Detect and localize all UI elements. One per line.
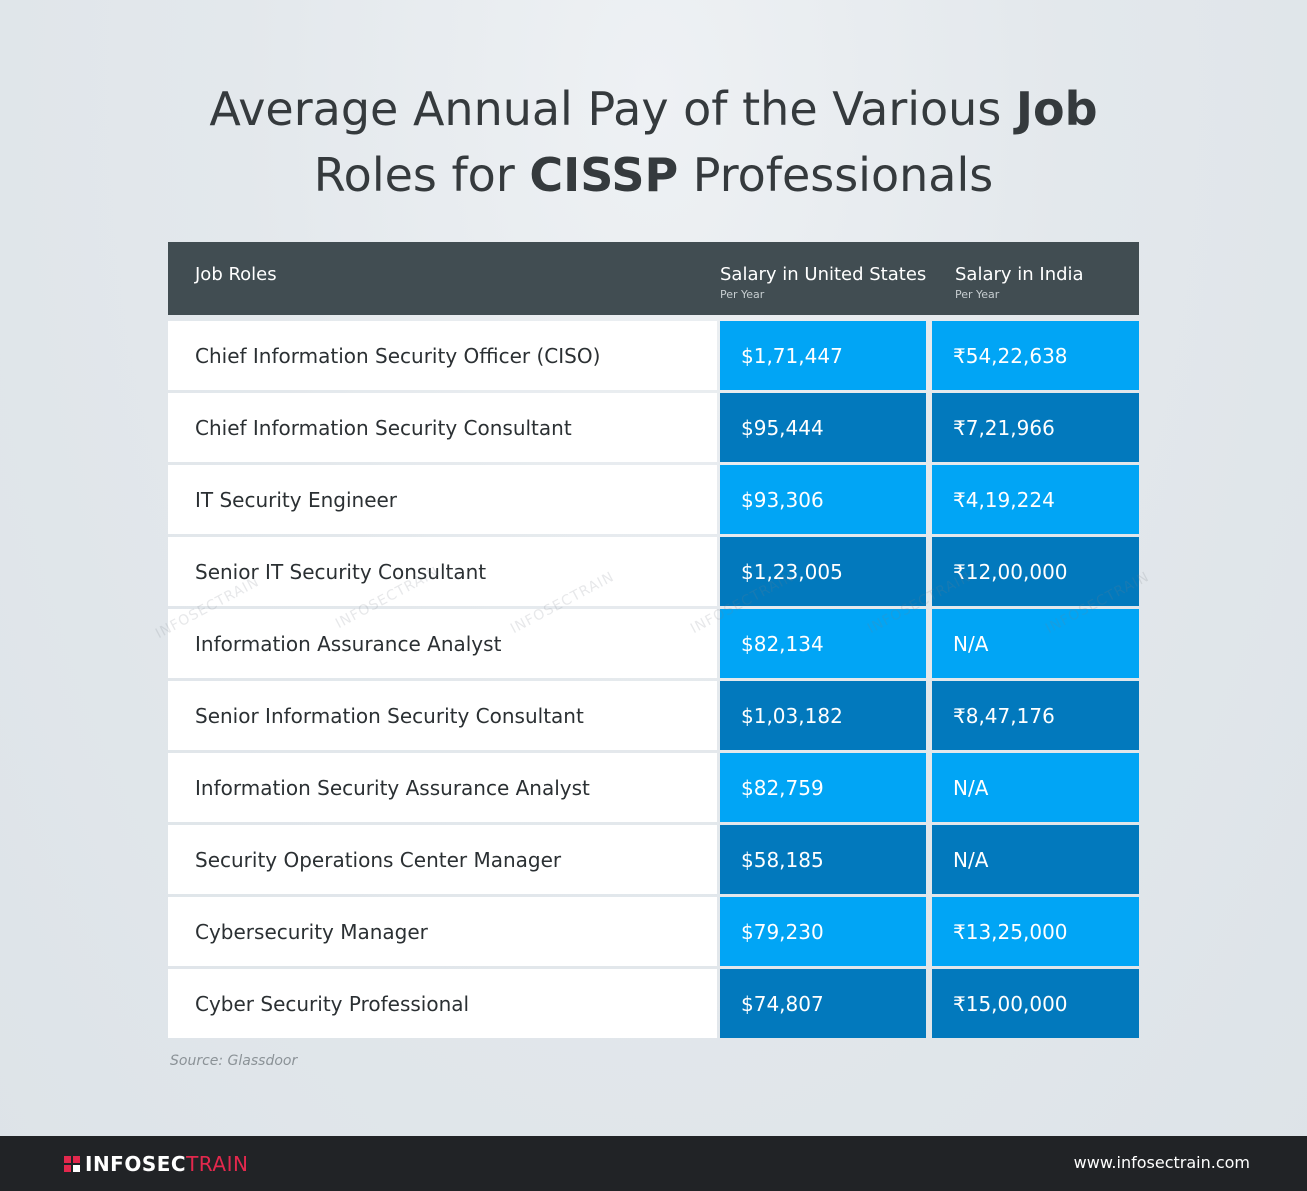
salary-us-cell: $82,134 bbox=[720, 609, 926, 678]
salary-us-cell: $58,185 bbox=[720, 825, 926, 894]
salary-us-cell: $79,230 bbox=[720, 897, 926, 966]
role-cell: Information Security Assurance Analyst bbox=[168, 753, 717, 822]
role-cell: Senior Information Security Consultant bbox=[168, 681, 717, 750]
role-cell: IT Security Engineer bbox=[168, 465, 717, 534]
role-cell: Senior IT Security Consultant bbox=[168, 537, 717, 606]
salary-india-cell: N/A bbox=[932, 825, 1139, 894]
role-cell: Chief Information Security Officer (CISO… bbox=[168, 321, 717, 390]
role-cell: Cybersecurity Manager bbox=[168, 897, 717, 966]
table-header: Job Roles Salary in United States Per Ye… bbox=[168, 242, 1139, 315]
logo-squares-icon bbox=[64, 1156, 80, 1172]
footer: INFOSEC TRAIN www.infosectrain.com bbox=[0, 1136, 1307, 1191]
page-title: Average Annual Pay of the Various Job Ro… bbox=[0, 76, 1307, 208]
source-note: Source: Glassdoor bbox=[170, 1053, 298, 1069]
salary-india-cell: ₹13,25,000 bbox=[932, 897, 1139, 966]
header-sublabel: Per Year bbox=[955, 288, 1000, 301]
role-cell: Security Operations Center Manager bbox=[168, 825, 717, 894]
header-sublabel: Per Year bbox=[720, 288, 765, 301]
salary-india-cell: ₹15,00,000 bbox=[932, 969, 1139, 1038]
salary-india-cell: N/A bbox=[932, 753, 1139, 822]
salary-us-cell: $82,759 bbox=[720, 753, 926, 822]
role-cell: Chief Information Security Consultant bbox=[168, 393, 717, 462]
logo-text-infosec: INFOSEC bbox=[85, 1152, 187, 1176]
role-cell: Cyber Security Professional bbox=[168, 969, 717, 1038]
header-label: Salary in United States bbox=[720, 264, 927, 285]
salary-us-cell: $95,444 bbox=[720, 393, 926, 462]
table-row: Information Security Assurance Analyst $… bbox=[168, 753, 1139, 822]
salary-india-cell: ₹8,47,176 bbox=[932, 681, 1139, 750]
salary-india-cell: ₹54,22,638 bbox=[932, 321, 1139, 390]
salary-us-cell: $93,306 bbox=[720, 465, 926, 534]
table-row: Chief Information Security Consultant $9… bbox=[168, 393, 1139, 462]
website-link[interactable]: www.infosectrain.com bbox=[1073, 1153, 1250, 1172]
salary-us-cell: $1,71,447 bbox=[720, 321, 926, 390]
title-line-2: Roles for CISSP Professionals bbox=[0, 142, 1307, 208]
table-row: Security Operations Center Manager $58,1… bbox=[168, 825, 1139, 894]
table-row: Information Assurance Analyst $82,134 N/… bbox=[168, 609, 1139, 678]
header-label: Salary in India bbox=[955, 264, 1084, 285]
table-row: Chief Information Security Officer (CISO… bbox=[168, 321, 1139, 390]
salary-us-cell: $1,03,182 bbox=[720, 681, 926, 750]
brand-logo[interactable]: INFOSEC TRAIN bbox=[64, 1152, 248, 1176]
salary-india-cell: N/A bbox=[932, 609, 1139, 678]
salary-us-cell: $1,23,005 bbox=[720, 537, 926, 606]
salary-us-cell: $74,807 bbox=[720, 969, 926, 1038]
table-row: Cybersecurity Manager $79,230 ₹13,25,000 bbox=[168, 897, 1139, 966]
salary-table: Job Roles Salary in United States Per Ye… bbox=[168, 242, 1139, 1038]
salary-india-cell: ₹7,21,966 bbox=[932, 393, 1139, 462]
table-row: Senior Information Security Consultant $… bbox=[168, 681, 1139, 750]
title-text: Professionals bbox=[678, 148, 994, 202]
table-row: Senior IT Security Consultant $1,23,005 … bbox=[168, 537, 1139, 606]
title-text: Roles for bbox=[313, 148, 530, 202]
title-line-1: Average Annual Pay of the Various Job bbox=[0, 76, 1307, 142]
title-bold-text: Job bbox=[1015, 82, 1098, 136]
table-row: IT Security Engineer $93,306 ₹4,19,224 bbox=[168, 465, 1139, 534]
salary-india-cell: ₹12,00,000 bbox=[932, 537, 1139, 606]
title-text: Average Annual Pay of the Various bbox=[209, 82, 1016, 136]
table-row: Cyber Security Professional $74,807 ₹15,… bbox=[168, 969, 1139, 1038]
title-bold-text: CISSP bbox=[529, 148, 679, 202]
role-cell: Information Assurance Analyst bbox=[168, 609, 717, 678]
logo-text-train: TRAIN bbox=[186, 1152, 249, 1176]
header-label: Job Roles bbox=[195, 264, 277, 285]
salary-india-cell: ₹4,19,224 bbox=[932, 465, 1139, 534]
